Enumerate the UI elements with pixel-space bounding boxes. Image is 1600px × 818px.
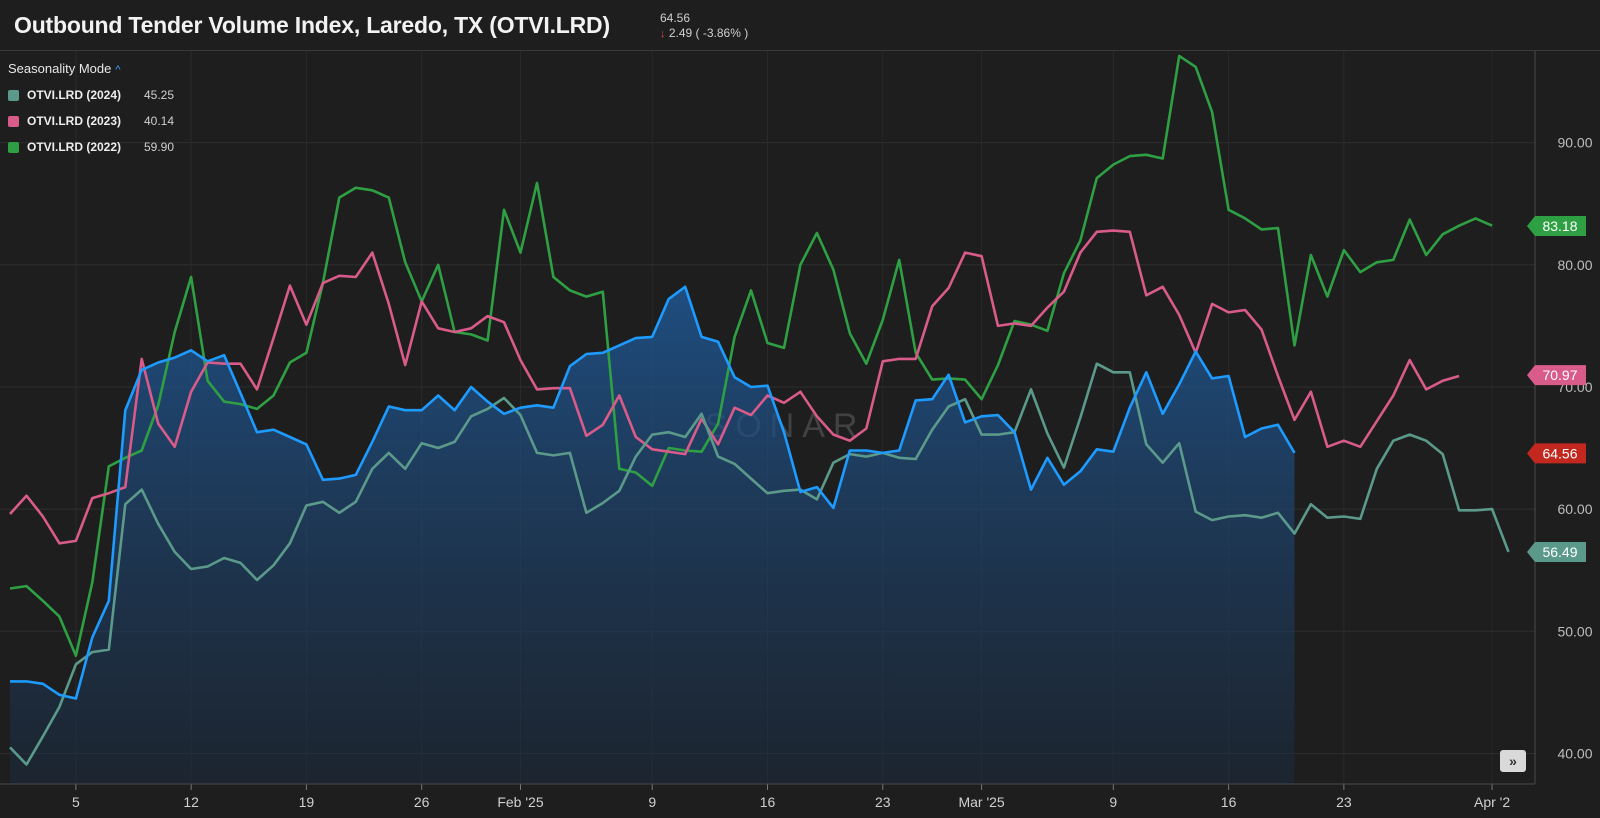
seasonality-mode-toggle[interactable]: Seasonality Mode ^ bbox=[8, 61, 174, 76]
y-tick-label: 60.00 bbox=[1557, 501, 1592, 517]
x-tick-label: 23 bbox=[1336, 794, 1352, 810]
expand-button[interactable]: » bbox=[1500, 750, 1526, 772]
x-tick-label: 12 bbox=[183, 794, 199, 810]
legend-item[interactable]: OTVI.LRD (2024) 45.25 bbox=[8, 82, 174, 108]
legend-swatch bbox=[8, 141, 19, 153]
last-value-labels: 83.18 70.97 56.49 64.56 bbox=[1527, 215, 1586, 563]
legend-item-name: OTVI.LRD (2022) bbox=[27, 140, 122, 154]
last-value-text: 56.49 bbox=[1542, 544, 1577, 560]
last-value-badge bbox=[1527, 542, 1586, 563]
x-tick-label: 5 bbox=[72, 794, 80, 810]
chart-header: Outbound Tender Volume Index, Laredo, TX… bbox=[0, 0, 1600, 51]
last-value-tag: 56.49 bbox=[1527, 542, 1586, 563]
last-value-tag: 64.56 bbox=[1527, 443, 1586, 464]
series-line bbox=[9, 229, 1460, 545]
page-title: Outbound Tender Volume Index, Laredo, TX… bbox=[14, 12, 610, 38]
last-value-badge bbox=[1527, 215, 1586, 236]
legend-swatch bbox=[8, 89, 19, 101]
legend-item[interactable]: OTVI.LRD (2022) 59.90 bbox=[8, 134, 174, 160]
last-value-text: 70.97 bbox=[1542, 367, 1577, 383]
change-value: 2.49 ( -3.86% ) bbox=[668, 26, 749, 40]
x-tick-label: 9 bbox=[1109, 794, 1117, 810]
legend-item-value: 40.14 bbox=[144, 114, 175, 128]
quote-summary: 64.56 ↓ 2.49 ( -3.86% ) bbox=[660, 11, 748, 42]
last-value-badge bbox=[1527, 365, 1586, 386]
y-tick-label: 40.00 bbox=[1557, 745, 1592, 761]
current-series-area bbox=[10, 286, 1295, 784]
legend-item-value: 59.90 bbox=[144, 140, 175, 154]
last-value-badge bbox=[1527, 443, 1586, 464]
chevron-up-icon: ^ bbox=[115, 64, 121, 76]
series-layer bbox=[9, 54, 1510, 784]
x-tick-label: Mar '25 bbox=[958, 794, 1004, 810]
last-value-tag: 83.18 bbox=[1527, 215, 1586, 236]
series-line bbox=[10, 285, 1296, 700]
last-value-tag: 70.97 bbox=[1527, 365, 1586, 386]
series-line bbox=[9, 54, 1493, 657]
last-value: 64.56 bbox=[660, 11, 691, 25]
x-tick-label: 26 bbox=[414, 794, 430, 810]
y-tick-label: 50.00 bbox=[1557, 623, 1592, 639]
y-tick-label: 90.00 bbox=[1557, 135, 1592, 151]
legend: Seasonality Mode ^ OTVI.LRD (2024) 45.25 … bbox=[8, 61, 174, 160]
legend-item[interactable]: OTVI.LRD (2023) 40.14 bbox=[8, 108, 174, 134]
last-value-text: 64.56 bbox=[1542, 445, 1577, 461]
legend-item-name: OTVI.LRD (2024) bbox=[27, 88, 122, 102]
x-tick-label: 19 bbox=[299, 794, 315, 810]
y-tick-label: 80.00 bbox=[1557, 257, 1592, 273]
series-line bbox=[9, 362, 1510, 766]
legend-swatch bbox=[8, 115, 19, 127]
x-tick-label: Feb '25 bbox=[497, 794, 543, 810]
legend-item-value: 45.25 bbox=[144, 88, 175, 102]
x-tick-label: 9 bbox=[648, 794, 656, 810]
seasonality-mode-label: Seasonality Mode bbox=[8, 61, 112, 76]
x-tick-label: Apr '2 bbox=[1474, 794, 1510, 810]
last-value-text: 83.18 bbox=[1542, 218, 1577, 234]
x-tick-label: 16 bbox=[760, 794, 776, 810]
x-tick-label: 23 bbox=[875, 794, 891, 810]
legend-item-name: OTVI.LRD (2023) bbox=[27, 114, 122, 128]
x-tick-label: 16 bbox=[1221, 794, 1237, 810]
down-arrow-icon: ↓ bbox=[660, 28, 666, 40]
